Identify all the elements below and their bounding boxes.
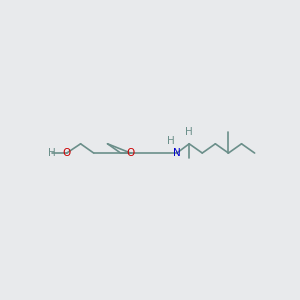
Text: O: O (63, 148, 71, 158)
Text: H: H (167, 136, 175, 146)
Text: N: N (173, 148, 181, 158)
Text: O: O (127, 148, 135, 158)
Text: H: H (185, 127, 193, 137)
Text: H: H (48, 148, 56, 158)
